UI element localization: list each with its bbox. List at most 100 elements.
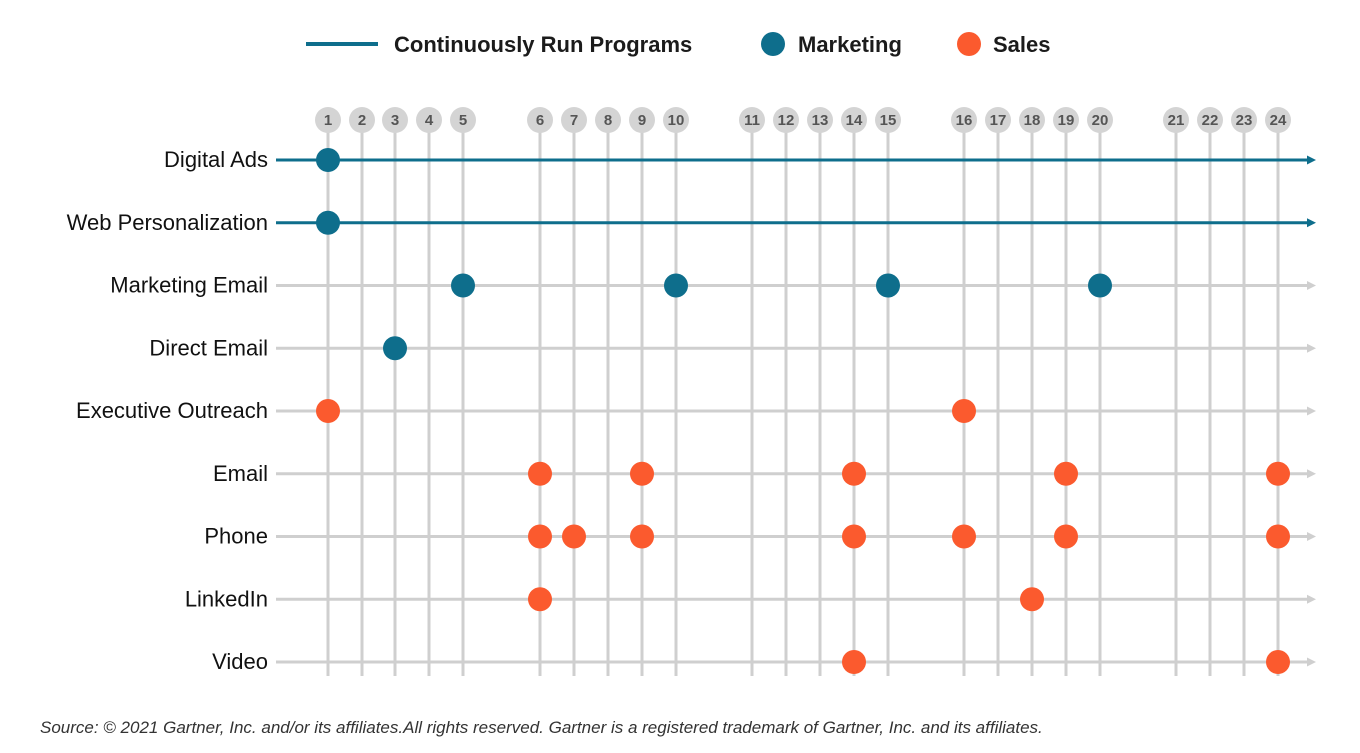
sales-point-email-19 <box>1054 461 1078 486</box>
sales-point-email-9 <box>630 461 654 486</box>
tick-badge-1 <box>315 107 341 133</box>
tick-label-16: 16 <box>956 112 973 129</box>
tick-label-1: 1 <box>324 112 332 129</box>
tick-badge-9 <box>629 107 655 133</box>
sales-point-phone-24 <box>1266 524 1290 549</box>
row-arrow-video <box>1307 657 1316 667</box>
tick-badge-22 <box>1197 107 1223 133</box>
tick-badge-6 <box>527 107 553 133</box>
tick-label-6: 6 <box>536 112 544 129</box>
row-label-digital-ads: Digital Ads <box>164 147 268 172</box>
sales-point-email-24 <box>1266 461 1290 486</box>
row-arrow-linkedin <box>1307 594 1316 604</box>
row-label-executive-outreach: Executive Outreach <box>76 398 268 423</box>
sales-point-phone-9 <box>630 524 654 549</box>
tick-label-8: 8 <box>604 112 612 129</box>
sales-point-phone-6 <box>528 524 552 549</box>
tick-badge-5 <box>450 107 476 133</box>
marketing-point-marketing-email-5 <box>451 273 475 298</box>
tick-badge-17 <box>985 107 1011 133</box>
tick-label-17: 17 <box>990 112 1007 129</box>
row-label-phone: Phone <box>204 524 268 549</box>
row-label-web-personalization: Web Personalization <box>67 210 268 235</box>
tick-badge-13 <box>807 107 833 133</box>
row-arrow-executive-outreach <box>1307 406 1316 416</box>
sales-point-linkedin-6 <box>528 587 552 612</box>
sales-point-email-6 <box>528 461 552 486</box>
tick-badge-16 <box>951 107 977 133</box>
tick-label-3: 3 <box>391 112 399 129</box>
row-label-video: Video <box>212 649 268 674</box>
tick-label-4: 4 <box>425 112 434 129</box>
row-arrow-digital-ads <box>1307 155 1316 165</box>
tick-label-7: 7 <box>570 112 578 129</box>
tick-label-24: 24 <box>1270 112 1287 129</box>
marketing-point-marketing-email-15 <box>876 273 900 298</box>
row-label-linkedin: LinkedIn <box>185 586 268 611</box>
sales-point-phone-19 <box>1054 524 1078 549</box>
tick-label-14: 14 <box>846 112 863 129</box>
tick-label-9: 9 <box>638 112 646 129</box>
marketing-point-direct-email-3 <box>383 336 407 361</box>
row-label-email: Email <box>213 461 268 486</box>
row-arrow-email <box>1307 469 1316 479</box>
tick-badge-19 <box>1053 107 1079 133</box>
source-note: Source: © 2021 Gartner, Inc. and/or its … <box>40 718 1043 737</box>
tick-badge-23 <box>1231 107 1257 133</box>
legend-marketing-swatch <box>761 32 785 56</box>
row-arrow-web-personalization <box>1307 218 1316 228</box>
tick-label-22: 22 <box>1202 112 1219 129</box>
tick-label-5: 5 <box>459 112 467 129</box>
legend-sales-label: Sales <box>993 32 1051 57</box>
tick-badge-12 <box>773 107 799 133</box>
sales-point-phone-16 <box>952 524 976 549</box>
legend-sales-swatch <box>957 32 981 56</box>
tick-label-20: 20 <box>1092 112 1109 129</box>
row-label-marketing-email: Marketing Email <box>110 273 268 298</box>
marketing-point-marketing-email-20 <box>1088 273 1112 298</box>
row-arrow-marketing-email <box>1307 281 1316 290</box>
points <box>316 148 1290 674</box>
rows: Digital Ads Web Personalization Marketing … <box>67 147 1316 674</box>
tick-label-21: 21 <box>1168 112 1185 129</box>
tick-badge-21 <box>1163 107 1189 133</box>
sales-point-executive-outreach-1 <box>316 399 340 423</box>
tick-badge-18 <box>1019 107 1045 133</box>
tick-label-18: 18 <box>1024 112 1041 129</box>
tick-badge-14 <box>841 107 867 133</box>
legend-marketing-label: Marketing <box>798 32 902 57</box>
tick-badge-7 <box>561 107 587 133</box>
marketing-point-marketing-email-10 <box>664 273 688 298</box>
tick-badge-11 <box>739 107 765 133</box>
tick-badge-15 <box>875 107 901 133</box>
grid <box>326 112 1280 676</box>
sales-point-phone-14 <box>842 524 866 549</box>
tick-label-12: 12 <box>778 112 795 129</box>
tick-badge-2 <box>349 107 375 133</box>
sales-point-phone-7 <box>562 524 586 549</box>
tick-label-23: 23 <box>1236 112 1253 129</box>
tick-label-2: 2 <box>358 112 366 129</box>
row-arrow-phone <box>1307 532 1316 541</box>
x-ticks: 1 2 3 4 5 6 7 8 9 10 11 12 13 14 15 16 17 18 19 20 21 22 23 24 <box>315 107 1291 133</box>
tick-label-11: 11 <box>744 112 760 129</box>
marketing-point-digital-ads-1 <box>316 148 340 172</box>
tick-badge-10 <box>663 107 689 133</box>
sales-point-email-14 <box>842 461 866 486</box>
legend-line-label: Continuously Run Programs <box>394 32 692 57</box>
row-label-direct-email: Direct Email <box>149 335 268 360</box>
sales-point-linkedin-18 <box>1020 587 1044 612</box>
tick-badge-24 <box>1265 107 1291 133</box>
tick-label-10: 10 <box>668 112 685 129</box>
sales-point-executive-outreach-16 <box>952 399 976 423</box>
tick-badge-4 <box>416 107 442 133</box>
tick-label-13: 13 <box>812 112 829 129</box>
tick-badge-8 <box>595 107 621 133</box>
tick-label-19: 19 <box>1058 112 1075 129</box>
tick-badge-20 <box>1087 107 1113 133</box>
marketing-point-web-personalization-1 <box>316 210 340 235</box>
legend: Continuously Run Programs Marketing Sale… <box>306 32 1051 57</box>
sales-point-video-14 <box>842 650 866 674</box>
tick-label-15: 15 <box>880 112 897 129</box>
